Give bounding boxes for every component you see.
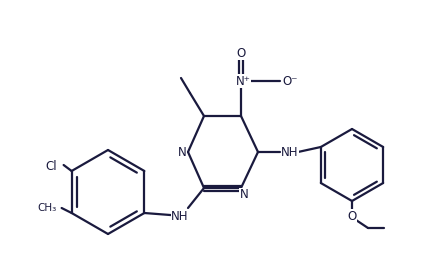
Text: NH: NH [171, 210, 189, 222]
Text: N⁺: N⁺ [236, 75, 251, 88]
Text: O⁻: O⁻ [282, 75, 298, 88]
Text: Cl: Cl [46, 160, 57, 172]
Text: O: O [236, 47, 245, 60]
Text: N: N [178, 146, 187, 159]
Text: N: N [240, 189, 248, 202]
Text: O: O [347, 210, 357, 222]
Text: NH: NH [281, 146, 299, 159]
Text: CH₃: CH₃ [37, 203, 56, 213]
